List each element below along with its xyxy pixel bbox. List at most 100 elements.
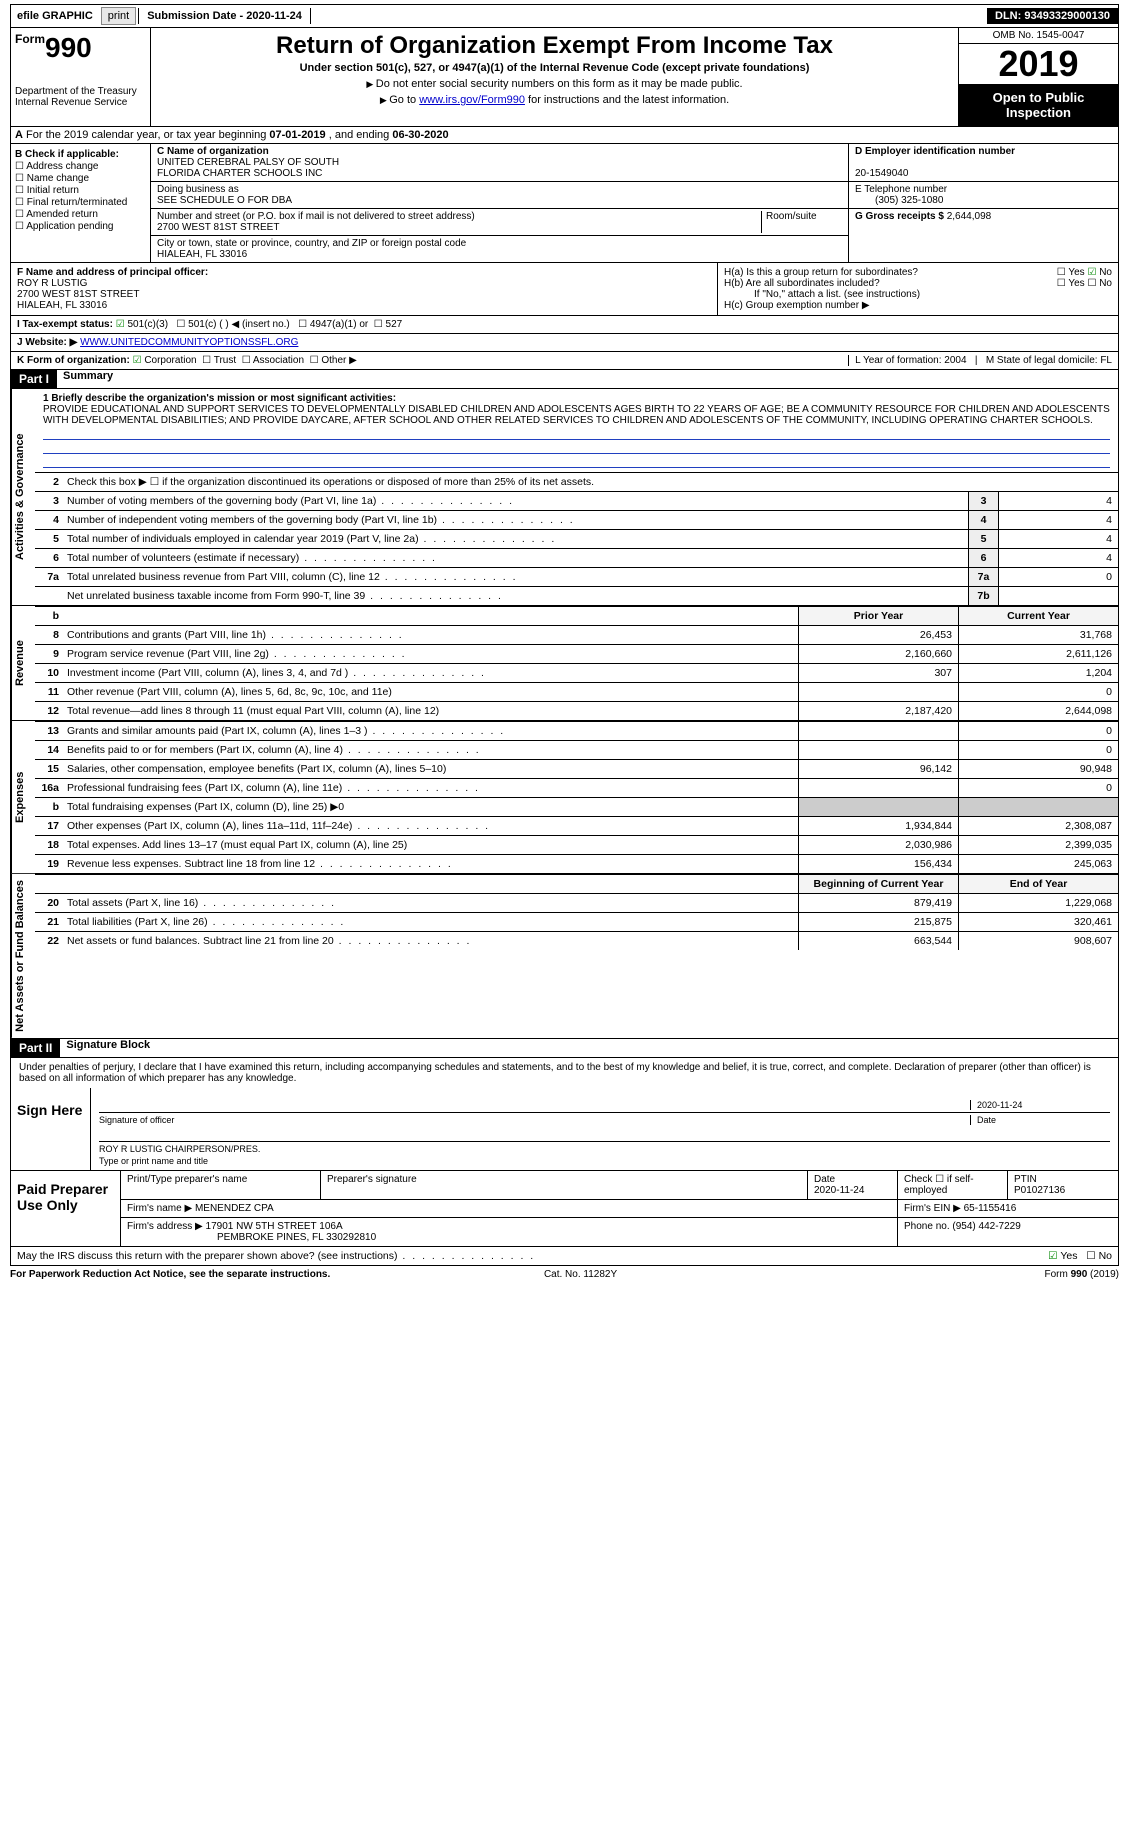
- b-title: B Check if applicable:: [15, 149, 146, 160]
- l21: Total liabilities (Part X, line 26): [63, 913, 798, 931]
- l7b-text: Net unrelated business taxable income fr…: [63, 587, 968, 605]
- firm-v: MENENDEZ CPA: [195, 1203, 274, 1214]
- v3: 4: [998, 492, 1118, 510]
- chk-assoc[interactable]: Association: [242, 355, 304, 366]
- cell-orgname: C Name of organization UNITED CEREBRAL P…: [151, 144, 848, 182]
- row-10: 10Investment income (Part VIII, column (…: [35, 663, 1118, 682]
- l15: Salaries, other compensation, employee b…: [63, 760, 798, 778]
- dln-label: DLN: 93493329000130: [987, 8, 1118, 24]
- c21: 320,461: [958, 913, 1118, 931]
- eoy-hdr: End of Year: [958, 875, 1118, 893]
- p12: 2,187,420: [798, 702, 958, 720]
- c15: 90,948: [958, 760, 1118, 778]
- discuss-row: May the IRS discuss this return with the…: [10, 1247, 1119, 1266]
- row-net-hdr: Beginning of Current YearEnd of Year: [35, 874, 1118, 893]
- chk-app-pending[interactable]: Application pending: [15, 221, 146, 232]
- sign-here-row: Sign Here 2020-11-24 Signature of office…: [11, 1088, 1118, 1170]
- firm-ein: Firm's EIN ▶ 65-1155416: [898, 1200, 1118, 1217]
- boy-hdr: Beginning of Current Year: [798, 875, 958, 893]
- chk-501c[interactable]: 501(c) ( ) ◀ (insert no.): [176, 319, 289, 330]
- k-label: K Form of organization:: [17, 355, 130, 366]
- chk-other[interactable]: Other ▶: [310, 355, 357, 366]
- v6: 4: [998, 549, 1118, 567]
- officer-name-title: ROY R LUSTIG CHAIRPERSON/PRES.: [99, 1144, 1110, 1154]
- phone-l: Phone no.: [904, 1221, 950, 1232]
- discuss-yes[interactable]: Yes: [1048, 1250, 1077, 1262]
- page-footer: For Paperwork Reduction Act Notice, see …: [10, 1266, 1119, 1283]
- print-button[interactable]: print: [101, 7, 136, 25]
- footer-left: For Paperwork Reduction Act Notice, see …: [10, 1269, 330, 1280]
- section-expenses: Expenses 13Grants and similar amounts pa…: [10, 721, 1119, 874]
- p21: 215,875: [798, 913, 958, 931]
- l13: Grants and similar amounts paid (Part IX…: [63, 722, 798, 740]
- ptin-v: P01027136: [1014, 1185, 1065, 1196]
- discuss-ans: Yes No: [1048, 1250, 1112, 1262]
- form-header: Form990 Department of the Treasury Inter…: [10, 28, 1119, 127]
- row-9: 9Program service revenue (Part VIII, lin…: [35, 644, 1118, 663]
- exp-body: 13Grants and similar amounts paid (Part …: [35, 721, 1118, 873]
- discuss-no[interactable]: No: [1086, 1250, 1112, 1262]
- c20: 1,229,068: [958, 894, 1118, 912]
- h-a: H(a) Is this a group return for subordin…: [724, 267, 1112, 278]
- chk-initial[interactable]: Initial return: [15, 185, 146, 196]
- c-label: C Name of organization: [157, 146, 269, 157]
- gross-receipts: 2,644,098: [947, 211, 992, 222]
- l3-text: Number of voting members of the governin…: [63, 492, 968, 510]
- chk-corp[interactable]: Corporation: [133, 355, 197, 366]
- row-22: 22Net assets or fund balances. Subtract …: [35, 931, 1118, 950]
- side-governance: Activities & Governance: [11, 389, 35, 605]
- discuss-q: May the IRS discuss this return with the…: [17, 1250, 535, 1262]
- sig-officer-label: Signature of officer: [99, 1115, 970, 1125]
- dba-value: SEE SCHEDULE O FOR DBA: [157, 195, 292, 206]
- chk-501c3[interactable]: 501(c)(3): [116, 319, 168, 330]
- v5: 4: [998, 530, 1118, 548]
- sig-line-1b: Signature of officer Date: [99, 1112, 1110, 1127]
- prep-row-2: Firm's name ▶ MENENDEZ CPA Firm's EIN ▶ …: [121, 1200, 1118, 1218]
- officer-sig-field[interactable]: [99, 1100, 970, 1110]
- ha-no[interactable]: No: [1087, 267, 1112, 278]
- chk-trust[interactable]: Trust: [202, 355, 236, 366]
- h-b-note: If "No," attach a list. (see instruction…: [724, 289, 1112, 300]
- website-link[interactable]: WWW.UNITEDCOMMUNITYOPTIONSSFL.ORG: [80, 337, 298, 348]
- firm-l: Firm's name ▶: [127, 1203, 192, 1214]
- chk-final[interactable]: Final return/terminated: [15, 197, 146, 208]
- f-block: F Name and address of principal officer:…: [11, 263, 718, 315]
- chk-527[interactable]: 527: [374, 319, 402, 330]
- prep-self[interactable]: Check ☐ if self-employed: [898, 1171, 1008, 1199]
- chk-address[interactable]: Address change: [15, 161, 146, 172]
- chk-name[interactable]: Name change: [15, 173, 146, 184]
- open-to-public: Open to Public Inspection: [959, 84, 1118, 126]
- irs-link[interactable]: www.irs.gov/Form990: [419, 94, 525, 106]
- ein-value: 20-1549040: [855, 168, 908, 179]
- city-value: HIALEAH, FL 33016: [157, 249, 247, 260]
- l2-text: Check this box ▶ ☐ if the organization d…: [63, 473, 1118, 491]
- p13: [798, 722, 958, 740]
- chk-amended[interactable]: Amended return: [15, 209, 146, 220]
- d-label: D Employer identification number: [855, 146, 1015, 157]
- addr1: 17901 NW 5TH STREET 106A: [206, 1221, 343, 1232]
- prep-date-v: 2020-11-24: [814, 1185, 864, 1196]
- ha-label: H(a) Is this a group return for subordin…: [724, 267, 918, 278]
- l5-text: Total number of individuals employed in …: [63, 530, 968, 548]
- city-label: City or town, state or province, country…: [157, 238, 466, 249]
- l22: Net assets or fund balances. Subtract li…: [63, 932, 798, 950]
- side-expenses: Expenses: [11, 721, 35, 873]
- rev-body: bPrior YearCurrent Year 8Contributions a…: [35, 606, 1118, 720]
- part-i-header: Part I Summary: [10, 370, 1119, 389]
- h-c: H(c) Group exemption number ▶: [724, 300, 1112, 311]
- row-7a: 7aTotal unrelated business revenue from …: [35, 567, 1118, 586]
- officer-city: HIALEAH, FL 33016: [17, 300, 107, 311]
- part-i-tag: Part I: [11, 370, 57, 388]
- tax-year: 2019: [959, 44, 1118, 84]
- col-c: C Name of organization UNITED CEREBRAL P…: [151, 144, 848, 262]
- hb-no[interactable]: No: [1087, 278, 1112, 289]
- chk-4947[interactable]: 4947(a)(1) or: [298, 319, 368, 330]
- hb-yes[interactable]: Yes: [1057, 278, 1085, 289]
- c17: 2,308,087: [958, 817, 1118, 835]
- ha-yes[interactable]: Yes: [1057, 267, 1085, 278]
- line-j: J Website: ▶ WWW.UNITEDCOMMUNITYOPTIONSS…: [10, 334, 1119, 352]
- row-7b: Net unrelated business taxable income fr…: [35, 586, 1118, 605]
- paid-preparer: Paid Preparer Use Only Print/Type prepar…: [10, 1171, 1119, 1247]
- note2-pre: Go to: [389, 94, 419, 106]
- mission-text: PROVIDE EDUCATIONAL AND SUPPORT SERVICES…: [43, 404, 1110, 426]
